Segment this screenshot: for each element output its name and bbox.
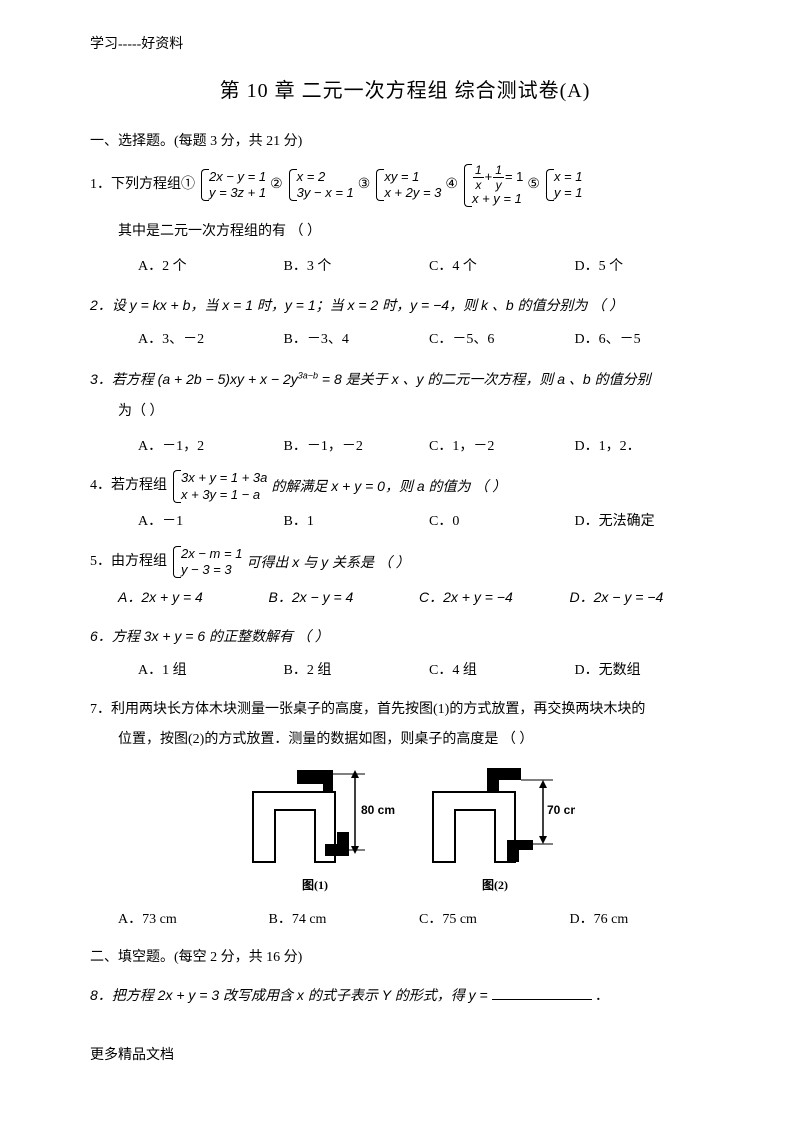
q6-opt-b: B．2 组 [284, 656, 430, 687]
q7-fig1-svg: 80 cm [235, 762, 395, 872]
q5-opt-b: B．2x − y = 4 [269, 582, 420, 613]
q7-fig2: 70 cm 图(2) [415, 762, 575, 898]
footer-note: 更多精品文档 [90, 1041, 720, 1072]
q2-opt-a: A．3、－2 [138, 325, 284, 356]
q7-fig1: 80 cm 图(1) [235, 762, 395, 898]
q7-line1: 7．利用两块长方体木块测量一张桌子的高度，首先按图(1)的方式放置，再交换两块木… [90, 695, 720, 726]
q4-lead: 4．若方程组 [90, 471, 167, 502]
q4-options: A．－1 B．1 C．0 D．无法确定 [90, 507, 720, 538]
question-7: 7．利用两块长方体木块测量一张桌子的高度，首先按图(1)的方式放置，再交换两块木… [90, 695, 720, 936]
q2-opt-b: B．－3、4 [284, 325, 430, 356]
q3-opt-b: B．－1，－2 [284, 432, 430, 463]
q1-opt-c: C．4 个 [429, 252, 575, 283]
q4-opt-d: D．无法确定 [575, 507, 721, 538]
q7-opt-a: A．73 cm [118, 905, 269, 936]
q5-sys: 2x − m = 1y − 3 = 3 [171, 546, 242, 579]
q7-fig2-svg: 70 cm [415, 762, 575, 872]
question-5: 5．由方程组 2x − m = 1y − 3 = 3 可得出 x 与 y 关系是… [90, 546, 720, 613]
q3-line1b: = 8 是关于 x 、y 的二元一次方程，则 a 、b 的值分别 [318, 371, 651, 387]
svg-text:80 cm: 80 cm [361, 803, 395, 817]
q3-line2: 为（ ） [90, 397, 720, 428]
q5-options: A．2x + y = 4 B．2x − y = 4 C．2x + y = −4 … [90, 582, 720, 613]
question-1: 1．下列方程组① 2x − y = 1y = 3z + 1 ② x = 23y … [90, 164, 720, 283]
q4-tail: 的解满足 x + y = 0，则 a 的值为 （ ） [271, 471, 506, 502]
section-1-heading: 一、选择题。(每题 3 分，共 21 分) [90, 127, 720, 158]
q2-text: 2．设 y = kx + b，当 x = 1 时，y = 1；当 x = 2 时… [90, 290, 720, 321]
q1-sep4: ④ [445, 170, 458, 201]
q1-sys5: x = 1y = 1 [544, 169, 583, 202]
q1-sys4: 1x+1y= 1 x + y = 1 [462, 164, 523, 207]
q5-opt-d: D．2x − y = −4 [570, 582, 721, 613]
q8-text: 8．把方程 2x + y = 3 改写成用含 x 的式子表示 Y 的形式，得 y… [90, 987, 492, 1003]
q1-sys3: xy = 1x + 2y = 3 [374, 169, 441, 202]
q7-opt-b: B．74 cm [269, 905, 420, 936]
q7-line2: 位置，按图(2)的方式放置．测量的数据如图，则桌子的高度是 （ ） [90, 725, 720, 756]
q6-opt-c: C．4 组 [429, 656, 575, 687]
q1-sep2: ② [270, 170, 283, 201]
q7-opt-d: D．76 cm [570, 905, 721, 936]
q6-options: A．1 组 B．2 组 C．4 组 D．无数组 [90, 656, 720, 687]
q4-opt-b: B．1 [284, 507, 430, 538]
q5-opt-a: A．2x + y = 4 [118, 582, 269, 613]
section-2-heading: 二、填空题。(每空 2 分，共 16 分) [90, 943, 720, 974]
q1-sep5: ⑤ [527, 170, 540, 201]
q5-tail: 可得出 x 与 y 关系是 （ ） [246, 547, 409, 578]
q5-opt-c: C．2x + y = −4 [419, 582, 570, 613]
q6-text: 6．方程 3x + y = 6 的正整数解有 （ ） [90, 621, 720, 652]
q6-opt-d: D．无数组 [575, 656, 721, 687]
q1-tail: 其中是二元一次方程组的有 （ ） [90, 217, 720, 248]
q7-options: A．73 cm B．74 cm C．75 cm D．76 cm [90, 905, 720, 936]
q1-lead: 1．下列方程组① [90, 170, 195, 201]
q2-opt-c: C．－5、6 [429, 325, 575, 356]
q4-sys: 3x + y = 1 + 3ax + 3y = 1 − a [171, 470, 267, 503]
question-8: 8．把方程 2x + y = 3 改写成用含 x 的式子表示 Y 的形式，得 y… [90, 980, 720, 1013]
q2-opt-d: D．6、－5 [575, 325, 721, 356]
q3-opt-a: A．－1，2 [138, 432, 284, 463]
q1-opt-b: B．3 个 [284, 252, 430, 283]
svg-text:70 cm: 70 cm [547, 803, 575, 817]
q3-exp: 3a−b [298, 370, 318, 380]
q1-options: A．2 个 B．3 个 C．4 个 D．5 个 [90, 252, 720, 283]
q2-options: A．3、－2 B．－3、4 C．－5、6 D．6、－5 [90, 325, 720, 356]
question-3: 3．若方程 (a + 2b − 5)xy + x − 2y3a−b = 8 是关… [90, 364, 720, 462]
q3-line1a: 3．若方程 (a + 2b − 5)xy + x − 2y [90, 371, 298, 387]
page-title: 第 10 章 二元一次方程组 综合测试卷(A) [90, 69, 720, 113]
q3-opt-d: D．1，2． [575, 432, 721, 463]
q1-sys1: 2x − y = 1y = 3z + 1 [199, 169, 266, 202]
header-note: 学习-----好资料 [90, 30, 720, 61]
q7-fig2-label: 图(2) [415, 872, 575, 898]
question-4: 4．若方程组 3x + y = 1 + 3ax + 3y = 1 − a 的解满… [90, 470, 720, 537]
q3-options: A．－1，2 B．－1，－2 C．1，－2 D．1，2． [90, 432, 720, 463]
q5-lead: 5．由方程组 [90, 547, 167, 578]
q4-opt-c: C．0 [429, 507, 575, 538]
q6-opt-a: A．1 组 [138, 656, 284, 687]
q4-opt-a: A．－1 [138, 507, 284, 538]
q3-opt-c: C．1，－2 [429, 432, 575, 463]
question-6: 6．方程 3x + y = 6 的正整数解有 （ ） A．1 组 B．2 组 C… [90, 621, 720, 687]
q7-opt-c: C．75 cm [419, 905, 570, 936]
question-2: 2．设 y = kx + b，当 x = 1 时，y = 1；当 x = 2 时… [90, 290, 720, 356]
q7-fig1-label: 图(1) [235, 872, 395, 898]
q1-sep3: ③ [358, 170, 371, 201]
q1-opt-d: D．5 个 [575, 252, 721, 283]
q8-tail: ． [595, 989, 609, 1004]
q7-figures: 80 cm 图(1) 70 cm 图(2) [90, 762, 720, 898]
q8-blank[interactable] [492, 986, 592, 1000]
q1-opt-a: A．2 个 [138, 252, 284, 283]
q1-sys2: x = 23y − x = 1 [287, 169, 354, 202]
